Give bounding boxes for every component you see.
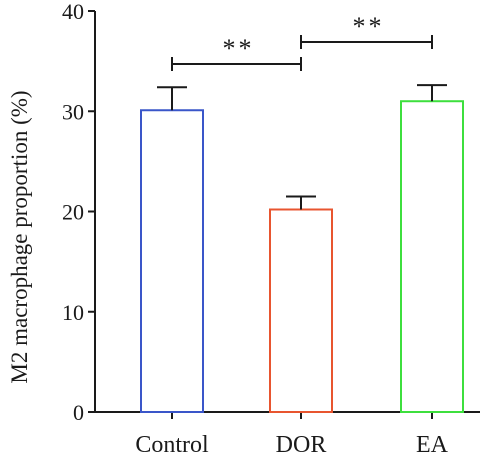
bar-dor <box>269 208 333 413</box>
significance-label: ** <box>223 34 255 63</box>
y-tick-label: 30 <box>62 99 84 124</box>
x-tick-label: EA <box>416 432 449 458</box>
x-tick-label: Control <box>135 432 209 458</box>
axes: 0 10 20 30 40 Control DOR EA <box>62 0 480 458</box>
significance-brackets: ** ** <box>171 12 433 71</box>
significance-label: ** <box>353 12 385 41</box>
y-tick-label: 10 <box>62 300 84 325</box>
bar-control <box>140 109 204 413</box>
x-tick-label: DOR <box>276 432 327 458</box>
bars <box>140 84 464 413</box>
y-axis-title: M2 macrophage proportion (%) <box>7 90 32 383</box>
y-tick-label: 0 <box>73 400 84 425</box>
y-tick-label: 40 <box>62 0 84 24</box>
y-tick-label: 20 <box>62 200 84 225</box>
bar-ea <box>400 100 464 413</box>
